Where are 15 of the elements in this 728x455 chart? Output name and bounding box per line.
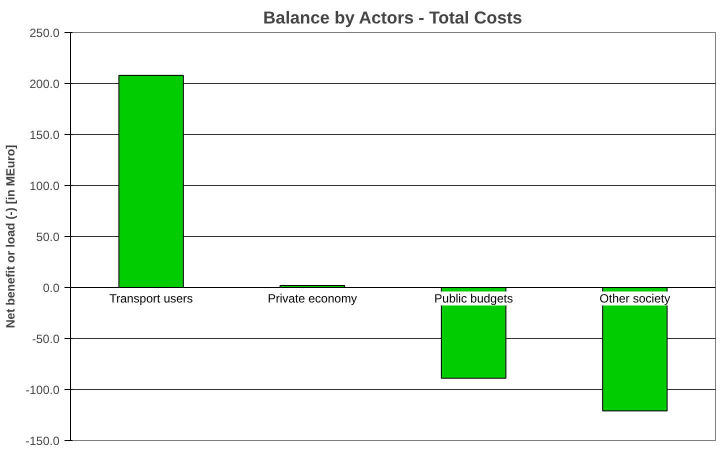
x-tick-label: Transport users [109, 292, 193, 306]
chart-title: Balance by Actors - Total Costs [263, 8, 522, 28]
y-tick-label: 50.0 [36, 230, 60, 244]
y-tick-label: -100.0 [25, 383, 60, 397]
y-tick-label: 200.0 [29, 77, 60, 91]
y-axis-title: Net benefit or load (-) [in MEuro] [3, 144, 18, 328]
y-tick-label: 250.0 [29, 26, 60, 40]
y-tick-label: -150.0 [25, 434, 60, 448]
x-tick-label: Private economy [268, 292, 358, 306]
y-tick-label: 100.0 [29, 179, 60, 193]
x-tick-label: Public budgets [434, 292, 513, 306]
x-tick-label: Other society [600, 292, 670, 306]
y-tick-label: -50.0 [32, 332, 60, 346]
y-tick-label: 150.0 [29, 128, 60, 142]
y-tick-label: 0.0 [42, 281, 60, 295]
